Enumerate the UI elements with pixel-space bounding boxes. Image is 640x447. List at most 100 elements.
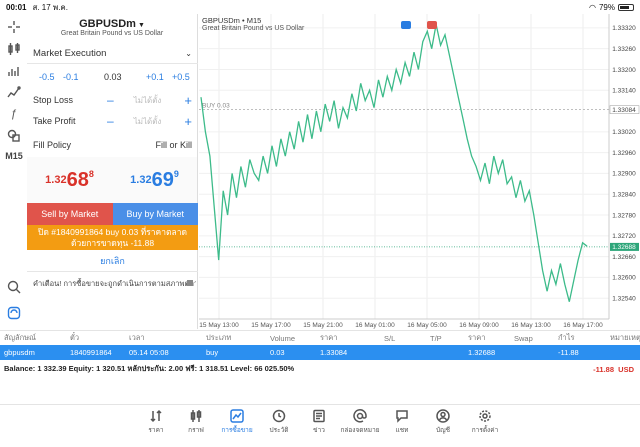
execution-dropdown[interactable]: Market Execution ⌄ bbox=[27, 44, 198, 64]
column-header: S/L bbox=[384, 333, 396, 343]
event-marker bbox=[427, 21, 437, 29]
bid-price: 1.32 68 8 bbox=[27, 157, 112, 203]
column-header: หมายเหตุ bbox=[610, 333, 640, 342]
nav-item[interactable]: แชท bbox=[382, 409, 422, 443]
buy-button[interactable]: Buy by Market bbox=[112, 203, 198, 225]
ask-price: 1.32 69 9 bbox=[112, 157, 197, 203]
price-chart[interactable]: 15 May 13:00 15 May 17:00 15 May 21:00 16 M… bbox=[199, 14, 640, 334]
nav-item[interactable]: ราคา bbox=[136, 409, 176, 443]
x-tick-label: 15 May 13:00 bbox=[199, 322, 239, 329]
volume-plus-small-button[interactable]: +0.1 bbox=[146, 72, 164, 82]
crosshair-icon[interactable] bbox=[4, 18, 24, 36]
stop-loss-row: Stop Loss – ไม่ได้ตั้ง + bbox=[27, 92, 198, 108]
x-tick-label: 16 May 01:00 bbox=[355, 322, 395, 329]
cancel-button[interactable]: ยกเลิก bbox=[27, 250, 198, 272]
volume-minus-big-button[interactable]: -0.5 bbox=[39, 72, 55, 82]
table-row[interactable]: gbpusdm 1840991864 05.14 05:08 buy 0.03 1.330… bbox=[0, 345, 640, 360]
wifi-icon: ◠ bbox=[589, 2, 596, 12]
timeframe-button[interactable]: M15 bbox=[5, 151, 23, 161]
volume-stepper: -0.5 -0.1 0.03 +0.1 +0.5 bbox=[27, 68, 198, 86]
close-position-button[interactable]: ปิด #1840991864 buy 0.03 ที่ราคาตลาดด้วย… bbox=[27, 225, 198, 250]
indicators-icon[interactable] bbox=[4, 62, 24, 80]
stop-loss-minus-button[interactable]: – bbox=[107, 93, 114, 107]
bottom-nav: ราคา กราฟ การซื้อขาย ประวัติ ข่าว กล่องจดหมาย… bbox=[0, 404, 640, 447]
ask-price-main: 69 bbox=[151, 168, 174, 191]
status-time: 00:01 bbox=[6, 2, 27, 12]
chart-subtitle: Great Britain Pound vs US Dollar bbox=[202, 25, 305, 32]
column-header: Volume bbox=[270, 333, 296, 343]
column-header: สัญลักษณ์ bbox=[4, 333, 37, 342]
scroll-thumb[interactable] bbox=[187, 280, 193, 286]
x-tick-label: 16 May 17:00 bbox=[563, 322, 603, 329]
table-cell: gbpusdm bbox=[4, 348, 35, 357]
nav-item[interactable]: การซื้อขาย bbox=[217, 409, 257, 443]
table-cell: 1840991864 bbox=[70, 348, 112, 357]
table-cell: 1.33084 bbox=[320, 348, 348, 357]
column-header: ราคา bbox=[320, 333, 338, 342]
nav-item[interactable]: ประวัติ bbox=[259, 409, 299, 443]
x-tick-label: 16 May 05:00 bbox=[407, 322, 447, 329]
ask-price-prefix: 1.32 bbox=[130, 174, 152, 186]
column-header: ประเภท bbox=[206, 333, 232, 342]
shapes-icon[interactable] bbox=[4, 126, 24, 144]
stop-loss-input[interactable]: ไม่ได้ตั้ง bbox=[133, 95, 162, 105]
fill-policy-row[interactable]: Fill Policy Fill or Kill bbox=[27, 137, 198, 153]
take-profit-input[interactable]: ไม่ได้ตั้ง bbox=[133, 116, 162, 126]
account-summary-text: Balance: 1 332.39 Equity: 1 320.51 หลักป… bbox=[4, 364, 295, 373]
y-tick-label: 1.33140 bbox=[612, 88, 636, 95]
stop-loss-plus-button[interactable]: + bbox=[184, 92, 192, 108]
zoom-icon[interactable] bbox=[4, 278, 24, 296]
volume-input[interactable]: 0.03 bbox=[104, 72, 122, 82]
objects-icon[interactable] bbox=[4, 84, 24, 102]
nav-label: การตั้งค่า bbox=[471, 427, 499, 434]
nav-item[interactable]: กราฟ bbox=[176, 409, 216, 443]
chart-canvas: 15 May 13:00 15 May 17:00 15 May 21:00 16 M… bbox=[199, 14, 640, 329]
column-header: ราคา bbox=[468, 333, 486, 342]
chart-toolbar: ƒ M15 bbox=[0, 14, 27, 354]
take-profit-minus-button[interactable]: – bbox=[107, 114, 114, 128]
nav-item[interactable]: ข่าว bbox=[299, 409, 339, 443]
y-tick-label: 1.33200 bbox=[612, 67, 636, 74]
function-icon[interactable]: ƒ bbox=[10, 108, 18, 120]
event-marker bbox=[401, 21, 411, 29]
bid-price-prefix: 1.32 bbox=[45, 174, 67, 186]
sell-button[interactable]: Sell by Market bbox=[27, 203, 113, 225]
nav-item[interactable]: การตั้งค่า bbox=[465, 409, 505, 443]
nav-label: บัญชี bbox=[435, 427, 451, 434]
current-price-tag bbox=[610, 242, 639, 251]
take-profit-plus-button[interactable]: + bbox=[184, 113, 192, 129]
volume-minus-small-button[interactable]: -0.1 bbox=[63, 72, 79, 82]
status-date: ส. 17 พ.ค. bbox=[32, 2, 68, 12]
y-tick-label: 1.33084 bbox=[612, 107, 636, 114]
take-profit-label: Take Profit bbox=[33, 116, 76, 126]
x-tick-label: 15 May 17:00 bbox=[251, 322, 291, 329]
symbol-selector[interactable]: GBPUSDm ▼ bbox=[27, 14, 197, 30]
quotes: 1.32 68 8 1.32 69 9 bbox=[27, 157, 198, 203]
total-profit: -11.88 bbox=[593, 364, 614, 374]
nav-label: ราคา bbox=[148, 427, 164, 434]
nav-item[interactable]: บัญชี bbox=[423, 409, 463, 443]
column-header: กำไร bbox=[558, 333, 575, 342]
sync-icon[interactable] bbox=[4, 304, 24, 322]
volume-plus-big-button[interactable]: +0.5 bbox=[172, 72, 190, 82]
table-cell: buy bbox=[206, 348, 219, 357]
candles-icon[interactable] bbox=[4, 40, 24, 58]
trade-icon bbox=[217, 409, 257, 423]
account-summary: Balance: 1 332.39 Equity: 1 320.51 หลักป… bbox=[0, 362, 640, 376]
bid-price-point: 8 bbox=[88, 169, 94, 179]
symbol-name: GBPUSDm bbox=[79, 18, 136, 30]
buy-price-tag bbox=[609, 105, 640, 114]
nav-label: กราฟ bbox=[188, 427, 204, 434]
take-profit-row: Take Profit – ไม่ได้ตั้ง + bbox=[27, 113, 198, 129]
column-header: เวลา bbox=[129, 333, 145, 342]
ask-price-point: 9 bbox=[173, 169, 179, 179]
y-tick-label: 1.32688 bbox=[612, 244, 636, 251]
y-tick-label: 1.32780 bbox=[612, 212, 636, 219]
quotes-icon bbox=[136, 409, 176, 423]
nav-item[interactable]: กล่องจดหมาย bbox=[340, 409, 380, 443]
battery-icon bbox=[618, 3, 634, 11]
column-header: ตั๋ว bbox=[70, 333, 80, 342]
fill-policy-value: Fill or Kill bbox=[155, 140, 192, 150]
nav-label: กล่องจดหมาย bbox=[340, 427, 380, 434]
